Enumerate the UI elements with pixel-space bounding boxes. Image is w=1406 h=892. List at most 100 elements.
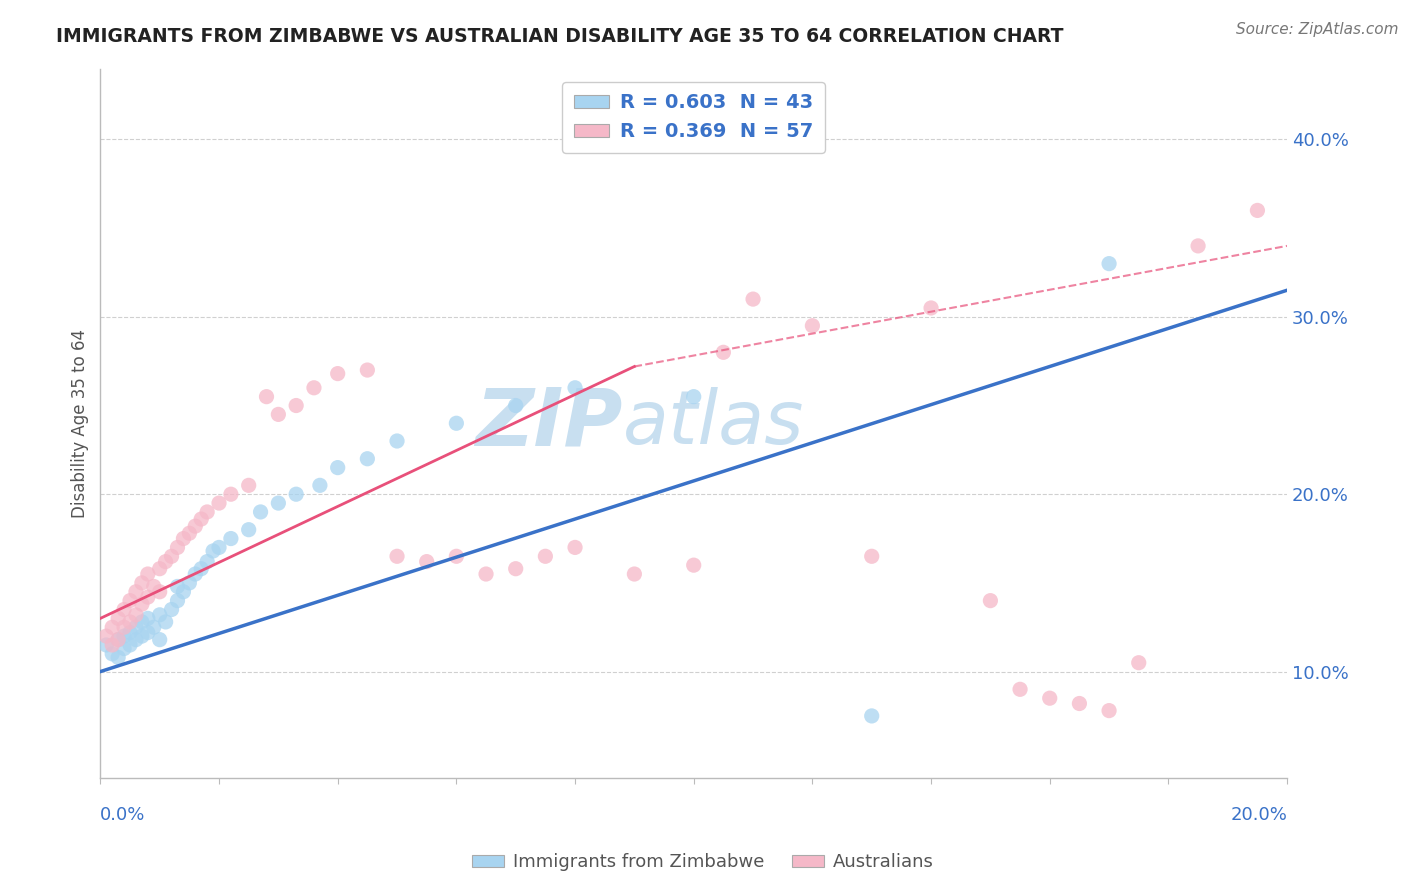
Point [1010, 682, 1032, 697]
Point [285, 487, 308, 501]
Point [195, 555, 218, 569]
Point [202, 544, 225, 558]
Point [1098, 704, 1121, 718]
Point [118, 593, 141, 607]
Point [160, 602, 183, 616]
Point [112, 602, 135, 616]
Point [190, 512, 212, 526]
Point [446, 417, 468, 431]
Point [801, 318, 824, 333]
Point [1039, 691, 1062, 706]
Point [149, 562, 172, 576]
Point [125, 632, 148, 647]
Point [1128, 656, 1150, 670]
Point [131, 597, 153, 611]
Point [101, 647, 124, 661]
Point [155, 615, 177, 629]
Point [285, 399, 308, 413]
Point [564, 541, 586, 555]
Text: IMMIGRANTS FROM ZIMBABWE VS AUSTRALIAN DISABILITY AGE 35 TO 64 CORRELATION CHART: IMMIGRANTS FROM ZIMBABWE VS AUSTRALIAN D… [56, 27, 1064, 45]
Point [219, 532, 242, 546]
Point [385, 549, 408, 564]
Point [107, 632, 129, 647]
Point [920, 301, 942, 315]
Point [125, 584, 148, 599]
Point [219, 487, 242, 501]
Point [309, 478, 332, 492]
Point [131, 629, 153, 643]
Point [682, 390, 704, 404]
Point [101, 638, 124, 652]
Point [860, 549, 883, 564]
Point [166, 579, 188, 593]
Point [118, 615, 141, 629]
Point [131, 575, 153, 590]
Point [96, 638, 118, 652]
Point [149, 632, 172, 647]
Point [136, 590, 159, 604]
Point [446, 549, 468, 564]
Legend: R = 0.603  N = 43, R = 0.369  N = 57: R = 0.603 N = 43, R = 0.369 N = 57 [562, 82, 825, 153]
Point [96, 629, 118, 643]
Point [107, 650, 129, 665]
Point [160, 549, 183, 564]
Point [184, 567, 207, 582]
Point [149, 584, 172, 599]
Point [1098, 257, 1121, 271]
Point [195, 505, 218, 519]
Point [142, 620, 165, 634]
Point [979, 593, 1001, 607]
Point [860, 709, 883, 723]
Point [125, 607, 148, 622]
Point [1069, 697, 1091, 711]
Point [505, 562, 527, 576]
Point [326, 367, 349, 381]
Point [142, 579, 165, 593]
Point [172, 584, 194, 599]
Point [267, 408, 290, 422]
Point [711, 345, 734, 359]
Point [101, 620, 124, 634]
Point [1246, 203, 1268, 218]
Point [1187, 239, 1209, 253]
Point [256, 390, 278, 404]
Point [326, 460, 349, 475]
Point [179, 575, 201, 590]
Point [415, 555, 437, 569]
Point [136, 567, 159, 582]
Point [184, 519, 207, 533]
Point [118, 638, 141, 652]
Point [356, 451, 378, 466]
Point [112, 629, 135, 643]
Point [136, 611, 159, 625]
Point [107, 632, 129, 647]
Point [356, 363, 378, 377]
Point [385, 434, 408, 448]
Point [208, 496, 231, 510]
Point [149, 607, 172, 622]
Point [190, 562, 212, 576]
Point [125, 620, 148, 634]
Point [505, 399, 527, 413]
Text: ZIP: ZIP [475, 384, 623, 462]
Point [166, 593, 188, 607]
Point [238, 478, 260, 492]
Point [267, 496, 290, 510]
Text: atlas: atlas [623, 387, 804, 459]
Point [166, 541, 188, 555]
Point [118, 625, 141, 640]
Point [742, 292, 765, 306]
Point [534, 549, 557, 564]
Point [172, 532, 194, 546]
Point [131, 615, 153, 629]
Point [208, 541, 231, 555]
Legend: Immigrants from Zimbabwe, Australians: Immigrants from Zimbabwe, Australians [464, 847, 942, 879]
Text: 20.0%: 20.0% [1230, 806, 1286, 824]
Point [682, 558, 704, 573]
Text: 0.0%: 0.0% [100, 806, 146, 824]
Point [564, 381, 586, 395]
Point [302, 381, 325, 395]
Point [238, 523, 260, 537]
Point [155, 555, 177, 569]
Point [136, 625, 159, 640]
